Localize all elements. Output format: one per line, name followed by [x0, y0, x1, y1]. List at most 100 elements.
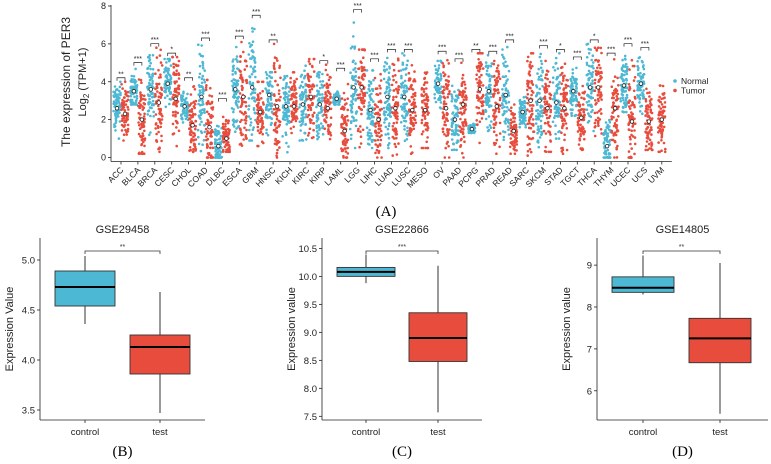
- a-data-point: [391, 75, 395, 78]
- a-data-point: [253, 57, 257, 60]
- a-data-point: [295, 77, 299, 81]
- a-data-point: [579, 123, 582, 127]
- a-data-point: [445, 117, 448, 120]
- a-data-point: [265, 131, 268, 135]
- a-data-point: [413, 70, 416, 73]
- a-data-point: [425, 124, 428, 127]
- a-data-point: [443, 133, 446, 136]
- a-data-point: [235, 102, 238, 105]
- a-data-point: [564, 122, 568, 125]
- a-data-point: [557, 110, 560, 114]
- a-data-point: [541, 105, 544, 108]
- a-data-point: [544, 150, 548, 154]
- a-data-point: [119, 106, 122, 109]
- a-data-point: [131, 101, 135, 104]
- a-category-uvm: [657, 84, 667, 154]
- a-data-point: [537, 75, 541, 79]
- a-data-point: [587, 78, 590, 82]
- a-data-point: [443, 120, 447, 124]
- a-data-point: [172, 62, 175, 66]
- a-data-point: [180, 116, 184, 120]
- a-median-marker-tumor: [190, 123, 195, 128]
- c-y-tick-label: 8.0: [304, 384, 317, 395]
- a-data-point: [300, 113, 304, 116]
- a-data-point: [589, 103, 593, 107]
- a-data-point: [571, 71, 575, 75]
- a-data-point: [253, 91, 257, 95]
- a-data-point: [211, 106, 215, 109]
- a-data-point: [662, 141, 666, 145]
- a-data-point: [121, 105, 125, 109]
- a-data-point: [245, 64, 249, 68]
- a-data-point: [433, 96, 437, 100]
- a-data-point: [450, 121, 454, 125]
- a-data-point: [383, 91, 387, 95]
- a-data-point: [321, 93, 324, 96]
- a-data-point: [445, 113, 449, 117]
- a-data-point: [390, 83, 394, 87]
- a-data-point: [379, 129, 383, 133]
- a-data-point: [320, 110, 324, 113]
- a-data-point: [526, 82, 530, 85]
- a-data-point: [470, 131, 474, 135]
- a-data-point: [362, 105, 366, 108]
- a-data-point: [274, 139, 277, 142]
- a-data-point: [407, 71, 411, 75]
- a-data-point: [268, 83, 272, 86]
- a-data-point: [253, 65, 257, 69]
- a-data-point: [328, 137, 332, 141]
- a-data-point: [591, 82, 594, 85]
- a-data-point: [159, 122, 163, 125]
- a-data-point: [395, 136, 398, 140]
- d-iqr-box: [611, 276, 675, 293]
- a-data-point: [316, 93, 320, 96]
- a-data-point: [498, 121, 502, 125]
- a-data-point: [275, 57, 278, 60]
- a-data-point: [503, 83, 506, 87]
- a-data-point: [658, 111, 662, 115]
- a-data-point: [304, 116, 307, 119]
- a-category-paad: ***: [450, 52, 468, 159]
- a-data-point: [583, 108, 586, 111]
- a-data-point: [301, 122, 304, 126]
- a-data-point: [196, 128, 200, 132]
- a-data-point: [315, 124, 319, 128]
- a-data-point: [561, 99, 565, 103]
- a-data-point: [376, 138, 380, 142]
- a-data-point: [225, 143, 229, 147]
- a-data-point: [137, 101, 141, 105]
- a-data-point: [385, 81, 388, 84]
- a-points-normal-dlbc: [213, 124, 224, 159]
- b-y-tick-label: 5.0: [22, 256, 35, 267]
- a-data-point: [378, 135, 382, 139]
- a-data-point: [215, 152, 219, 155]
- a-data-point: [340, 131, 343, 135]
- a-data-point: [439, 87, 442, 91]
- a-significance-label: **: [270, 33, 276, 40]
- a-data-point: [602, 132, 606, 136]
- a-data-point: [597, 63, 601, 67]
- a-data-point: [244, 79, 248, 82]
- a-data-point: [519, 121, 523, 124]
- a-points-normal-blca: [129, 67, 139, 106]
- a-data-point: [309, 119, 312, 123]
- a-data-point: [197, 135, 200, 139]
- a-data-point: [488, 124, 492, 127]
- a-data-point: [539, 110, 542, 113]
- a-data-point: [150, 84, 154, 88]
- a-data-point: [480, 117, 484, 120]
- a-data-point: [150, 95, 154, 99]
- a-data-point: [194, 119, 198, 123]
- a-data-point: [306, 76, 310, 79]
- a-data-point: [197, 93, 201, 96]
- a-data-point: [630, 133, 633, 137]
- a-data-point: [265, 128, 268, 132]
- a-data-point: [493, 74, 496, 78]
- a-data-point: [321, 72, 324, 76]
- a-data-point: [113, 125, 117, 128]
- a-data-point: [613, 156, 616, 159]
- b-x-tick-label-test: test: [152, 427, 168, 438]
- a-data-point: [540, 78, 543, 81]
- a-data-point: [135, 97, 139, 100]
- a-data-point: [228, 145, 231, 149]
